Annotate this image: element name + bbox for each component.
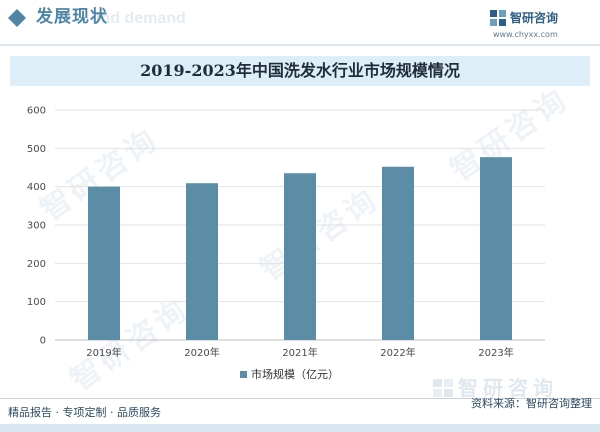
section-title: 发展现状: [36, 7, 108, 27]
x-tick-label: 2021年: [282, 346, 317, 359]
x-tick-label: 2022年: [380, 346, 415, 359]
x-axis-ticks: 2019年 2020年 2021年 2022年 2023年: [86, 346, 513, 359]
bars: [88, 157, 512, 340]
bar: [480, 157, 512, 340]
y-tick-label: 100: [27, 297, 46, 308]
chart-title-band: 2019-2023年中国洗发水行业市场规模情况: [10, 56, 590, 86]
y-tick-label: 600: [27, 106, 46, 117]
y-tick-label: 400: [27, 182, 46, 193]
footer-logo: 智研咨询: [432, 376, 592, 400]
y-tick-label: 200: [27, 259, 46, 270]
brand-logo: 智研咨询 www.chyxx.com: [489, 9, 579, 43]
bar: [186, 183, 218, 340]
legend: 市场规模（亿元）: [240, 367, 339, 381]
x-tick-label: 2019年: [86, 346, 121, 359]
footer-divider: [0, 398, 600, 399]
footer-slogan: 精品报告 · 专项定制 · 品质服务: [8, 406, 161, 419]
bar: [88, 186, 120, 340]
header-divider: [0, 44, 600, 46]
legend-label: 市场规模（亿元）: [251, 367, 339, 381]
section-title-background-text: ind demand: [96, 10, 186, 27]
footer-logo-text: 智研咨询: [458, 376, 558, 400]
chart-title: 2019-2023年中国洗发水行业市场规模情况: [140, 61, 460, 80]
x-tick-label: 2020年: [184, 346, 219, 359]
y-tick-label: 500: [27, 144, 46, 155]
x-tick-label: 2023年: [478, 346, 513, 359]
y-tick-label: 300: [27, 221, 46, 232]
logo-url: www.chyxx.com: [493, 30, 558, 39]
bar: [284, 173, 316, 340]
bar-chart: 0 100 200 300 400 500 600 2019年 2020年 2021年 2022年…: [27, 106, 545, 381]
footer-band: [0, 424, 600, 432]
diamond-icon: [8, 9, 26, 27]
header: ind demand 发展现状 智研咨询 www.chyxx.com: [0, 0, 600, 44]
y-tick-label: 0: [40, 336, 46, 347]
logo-name: 智研咨询: [510, 11, 559, 25]
bar: [382, 166, 414, 340]
legend-swatch: [240, 371, 247, 378]
logo-mark-icon: [490, 10, 506, 26]
data-source: 资料来源：智研咨询整理: [471, 397, 592, 410]
y-axis-ticks: 0 100 200 300 400 500 600: [27, 106, 46, 347]
footer-logo-mark-icon: [433, 379, 453, 397]
